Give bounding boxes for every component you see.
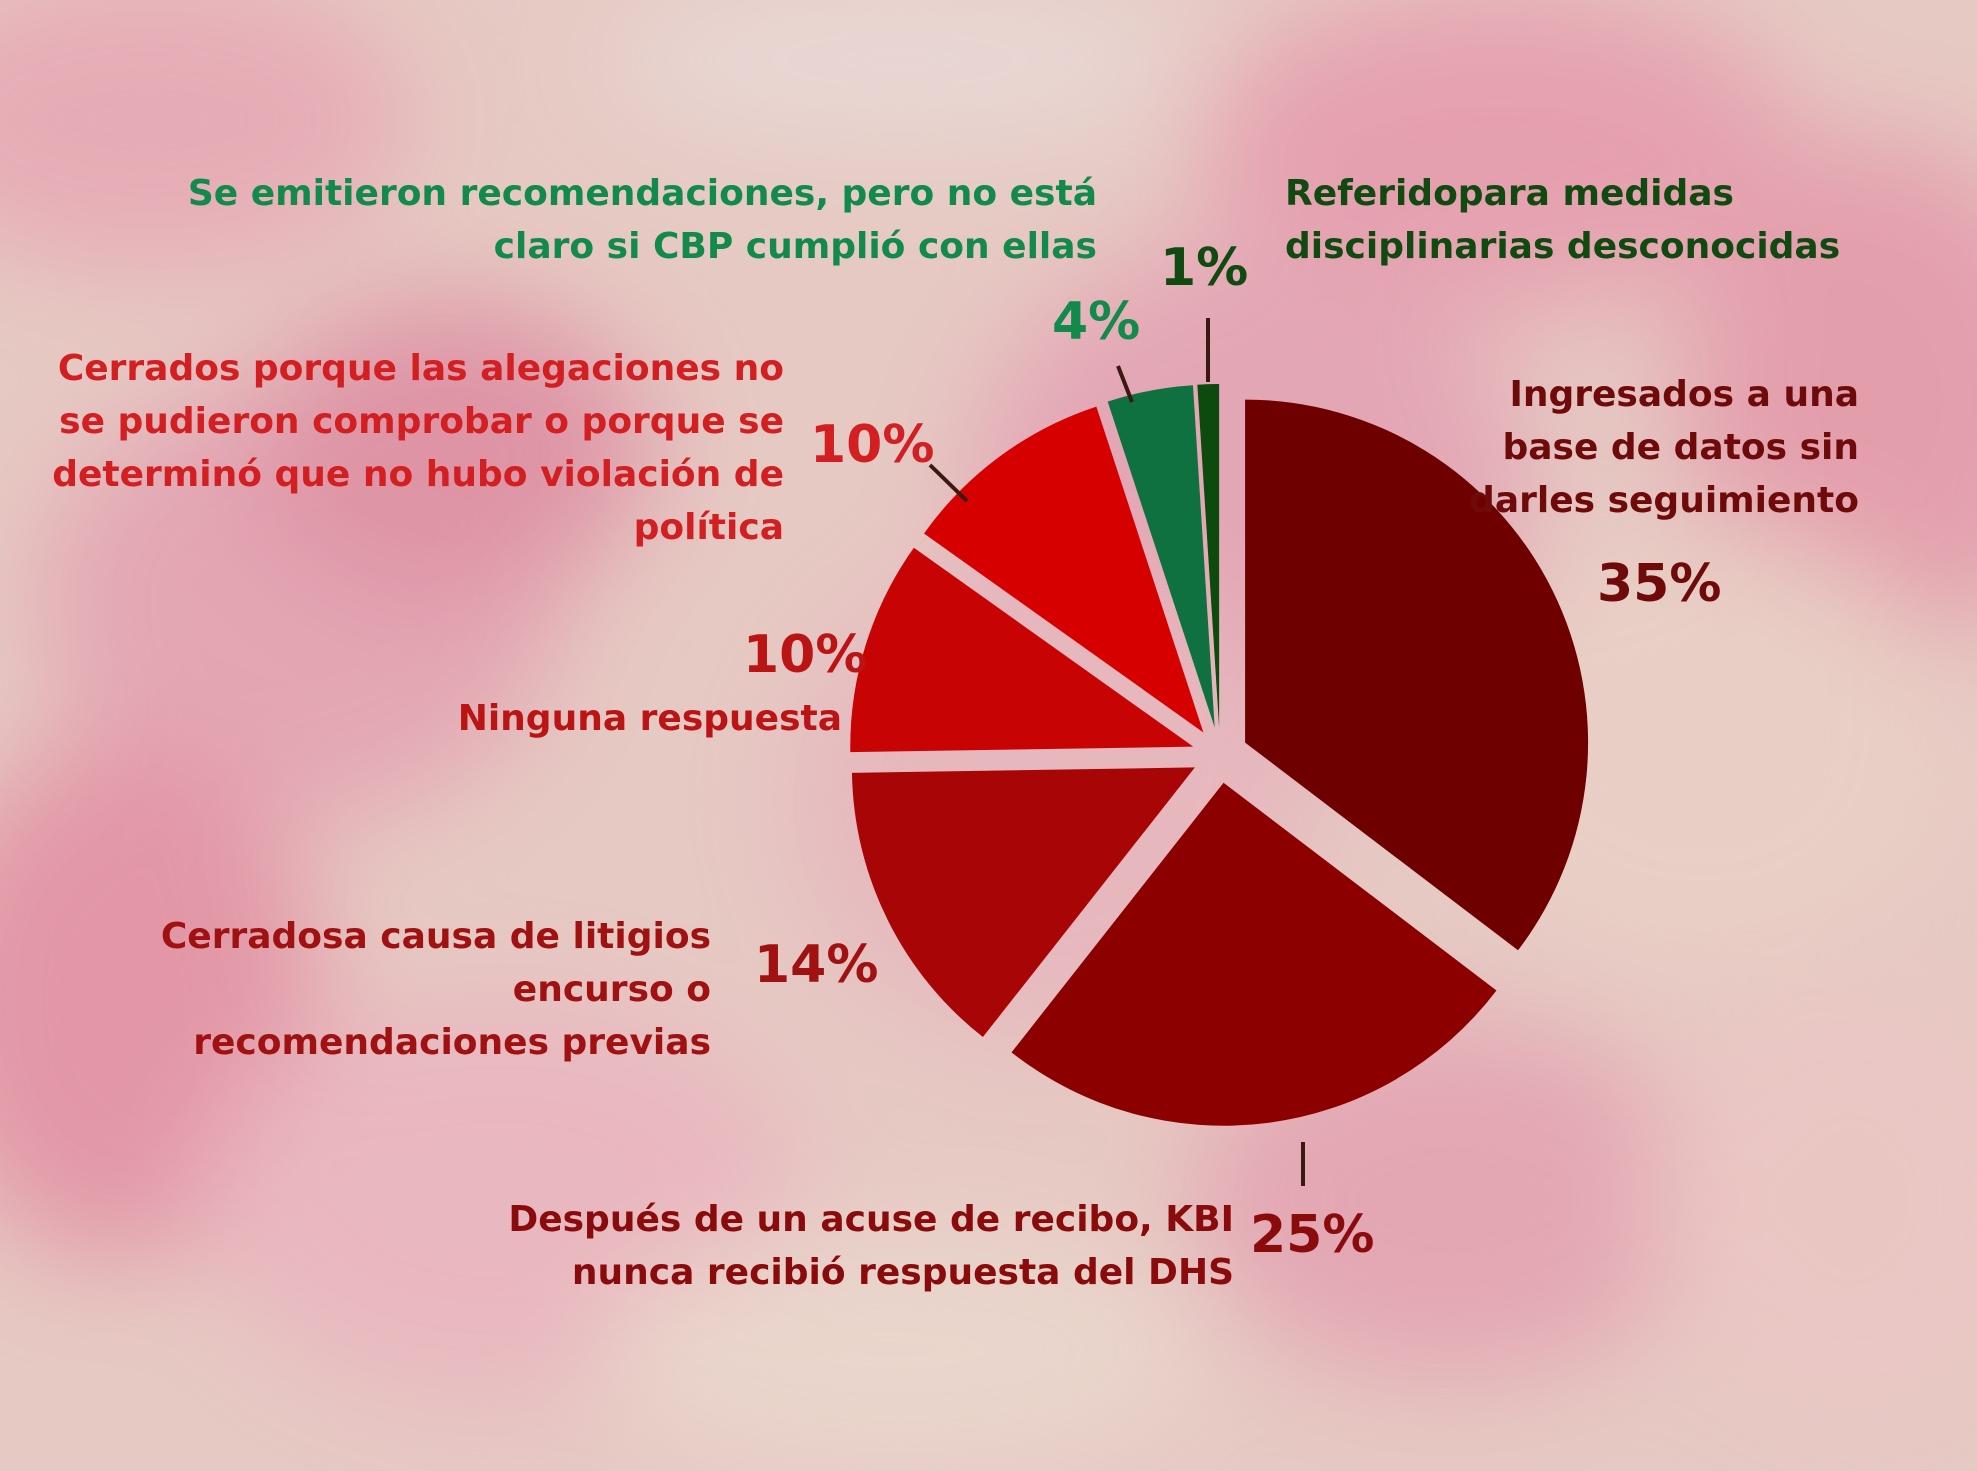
label-line: se pudieron comprobar o porque se bbox=[59, 401, 784, 442]
label-line: determinó que no hubo violación de bbox=[52, 454, 784, 495]
pie-slice-closed-litigation bbox=[851, 767, 1195, 1038]
leader-lines bbox=[928, 318, 1305, 1186]
label-line: claro si CBP cumplió con ellas bbox=[493, 226, 1097, 267]
label-line: Cerrados porque las alegaciones no bbox=[57, 348, 784, 389]
value-label-14: 14% bbox=[754, 935, 879, 995]
value-label-10-no-response: 10% bbox=[743, 625, 868, 685]
leader-line-10-top bbox=[928, 463, 969, 503]
pie-slice-no-response bbox=[850, 547, 1194, 753]
label-line: Cerradosa causa de litigios bbox=[160, 916, 711, 957]
label-line: Ninguna respuesta bbox=[457, 698, 842, 739]
pie-slice-no-dhs-response bbox=[1011, 782, 1497, 1126]
label-line: Después de un acuse de recibo, KBI bbox=[508, 1199, 1234, 1240]
label-line: encurso o bbox=[512, 969, 711, 1010]
label-database-no-followup: Ingresados a una base de datos sin darle… bbox=[1469, 368, 1859, 527]
label-line: darles seguimiento bbox=[1469, 480, 1859, 521]
pie-slice-closed-unproven bbox=[923, 406, 1204, 733]
value-label-1: 1% bbox=[1160, 238, 1249, 298]
label-no-response: Ninguna respuesta bbox=[458, 692, 842, 745]
label-recommendations-unclear: Se emitieron recomendaciones, pero no es… bbox=[188, 167, 1097, 273]
label-closed-unproven: Cerrados porque las alegaciones no se pu… bbox=[52, 342, 784, 554]
label-line: política bbox=[633, 507, 784, 548]
value-label-10-closed: 10% bbox=[810, 415, 935, 475]
label-line: Ingresados a una bbox=[1509, 374, 1859, 415]
value-label-35: 35% bbox=[1597, 554, 1722, 614]
label-line: disciplinarias desconocidas bbox=[1285, 226, 1841, 267]
label-referred-disciplinary: Referidopara medidas disciplinarias desc… bbox=[1285, 167, 1840, 273]
pie-slice-recommendations-unclear bbox=[1107, 385, 1215, 728]
value-label-25: 25% bbox=[1250, 1205, 1375, 1265]
label-closed-litigation: Cerradosa causa de litigios encurso o re… bbox=[161, 910, 711, 1069]
label-line: Se emitieron recomendaciones, pero no es… bbox=[187, 173, 1097, 214]
value-label-4: 4% bbox=[1052, 292, 1141, 352]
pie-slices bbox=[850, 384, 1589, 1126]
leader-line-4 bbox=[1116, 365, 1134, 403]
label-line: base de datos sin bbox=[1502, 427, 1859, 468]
label-no-dhs-response: Después de un acuse de recibo, KBI nunca… bbox=[508, 1193, 1234, 1299]
label-line: nunca recibió respuesta del DHS bbox=[571, 1252, 1234, 1293]
label-line: recomendaciones previas bbox=[193, 1022, 711, 1063]
pie-slice-referred-disciplinary bbox=[1197, 384, 1220, 728]
label-line: Referidopara medidas bbox=[1285, 173, 1734, 214]
pie-slice-database-no-followup bbox=[1245, 399, 1589, 951]
